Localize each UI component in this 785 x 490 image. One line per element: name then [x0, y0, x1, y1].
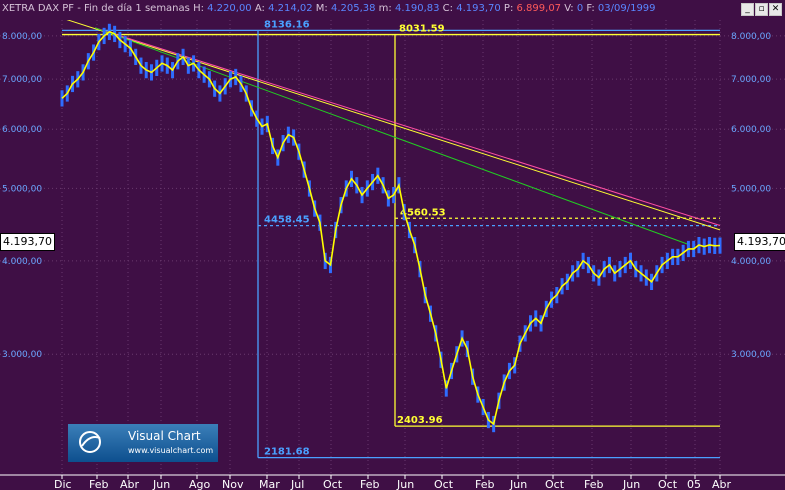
- level-label: 2403.96: [397, 415, 443, 426]
- logo-mark-icon: [79, 431, 101, 453]
- x-tick-label: Oct: [545, 478, 565, 490]
- x-tick-label: 05: [687, 478, 701, 490]
- y-tick-label-left: 4.000,00: [2, 257, 42, 267]
- x-tick-label: Ago: [189, 478, 211, 490]
- x-tick-label: Jun: [622, 478, 640, 490]
- trendline-pink: [94, 27, 721, 226]
- y-tick-label-right: 7.000,00: [731, 75, 771, 85]
- x-tick-label: Dic: [54, 478, 72, 490]
- logo-url: www.visualchart.com: [128, 446, 214, 455]
- price-series: [60, 23, 722, 433]
- y-tick-label-left: 3.000,00: [2, 350, 42, 360]
- x-tick-label: Oct: [323, 478, 343, 490]
- field-key: m:: [375, 3, 395, 14]
- x-tick-label: Abr: [712, 478, 732, 490]
- x-tick-label: Feb: [584, 478, 603, 490]
- y-axis-labels: 8.000,00 8.000,00 7.000,00 7.000,00 6.000,00…: [2, 32, 771, 360]
- y-tick-label-left: 7.000,00: [2, 75, 42, 85]
- ohlc-fields: H: 4.220,00 A: 4.214,02 M: 4.205,38 m: 4…: [193, 3, 655, 14]
- x-tick-label: Abr: [120, 478, 140, 490]
- x-tick-label: Feb: [475, 478, 494, 490]
- field-value: 0: [576, 3, 584, 14]
- trendline-yellow: [61, 17, 721, 231]
- vertical-markers: [257, 30, 396, 458]
- price-levels: 8136.16 8031.59 4560.53 4458.45 2403.96 2181.…: [62, 19, 720, 459]
- field-value: 4.220,00: [207, 3, 252, 14]
- last-price-box-left: 4.193,70: [0, 233, 55, 251]
- close-line: [61, 30, 721, 426]
- x-tick-label: Feb: [360, 478, 379, 490]
- logo-name: Visual Chart: [128, 429, 201, 443]
- field-key: F:: [583, 3, 598, 14]
- y-tick-label-right: 8.000,00: [731, 32, 771, 42]
- field-value: 4.193,70: [456, 3, 501, 14]
- y-tick-label-left: 5.000,00: [2, 184, 42, 194]
- level-label: 4560.53: [400, 207, 446, 218]
- x-tick-label: Feb: [89, 478, 108, 490]
- last-price-box-right: 4.193,70: [734, 233, 785, 251]
- y-tick-label-left: 8.000,00: [2, 32, 42, 42]
- level-label: 4458.45: [264, 215, 310, 226]
- field-value: 4.214,02: [268, 3, 313, 14]
- field-key: A:: [251, 3, 269, 14]
- field-key: C:: [439, 3, 457, 14]
- field-value: 6.899,07: [516, 3, 562, 14]
- y-tick-label-right: 6.000,00: [731, 125, 771, 135]
- field-key: V:: [561, 3, 577, 14]
- x-tick-label: Jul: [290, 478, 304, 490]
- x-tick-label: Mar: [259, 478, 280, 490]
- field-value: 4.205,38: [330, 3, 376, 14]
- visual-chart-logo: Visual Chart www.visualchart.com: [68, 424, 218, 462]
- plot-background: [0, 20, 785, 490]
- x-tick-label: Jun: [509, 478, 527, 490]
- level-label: 8136.16: [264, 19, 310, 30]
- field-key: H:: [193, 3, 208, 14]
- x-tick-label: Jun: [396, 478, 414, 490]
- chart-title: XETRA DAX PF - Fin de día 1 semanas H: 4…: [2, 3, 656, 14]
- x-tick-label: Nov: [222, 478, 244, 490]
- x-tick-label: Oct: [434, 478, 454, 490]
- x-tick-label: Jun: [152, 478, 170, 490]
- field-key: P:: [500, 3, 517, 14]
- title-prefix: XETRA DAX PF - Fin de día 1 semanas: [2, 3, 190, 14]
- field-key: M:: [312, 3, 331, 14]
- y-tick-label-right: 4.000,00: [731, 257, 771, 267]
- y-tick-label-right: 3.000,00: [731, 350, 771, 360]
- y-tick-label-left: 6.000,00: [2, 125, 42, 135]
- x-axis-labels: Dic Feb Abr Jun Ago Nov Mar Jul Oct Feb Jun Oct Feb J…: [54, 475, 732, 490]
- level-label: 8031.59: [399, 24, 445, 35]
- close-button[interactable]: ✕: [769, 3, 782, 16]
- minimize-button[interactable]: _: [741, 3, 754, 16]
- restore-button[interactable]: ▫: [755, 3, 768, 16]
- x-tick-label: Oct: [658, 478, 678, 490]
- y-tick-label-right: 5.000,00: [731, 184, 771, 194]
- field-value: 03/09/1999: [597, 3, 656, 14]
- chart-title-bar: XETRA DAX PF - Fin de día 1 semanas H: 4…: [0, 0, 785, 20]
- field-value: 4.190,83: [394, 3, 440, 14]
- level-label: 2181.68: [264, 447, 310, 458]
